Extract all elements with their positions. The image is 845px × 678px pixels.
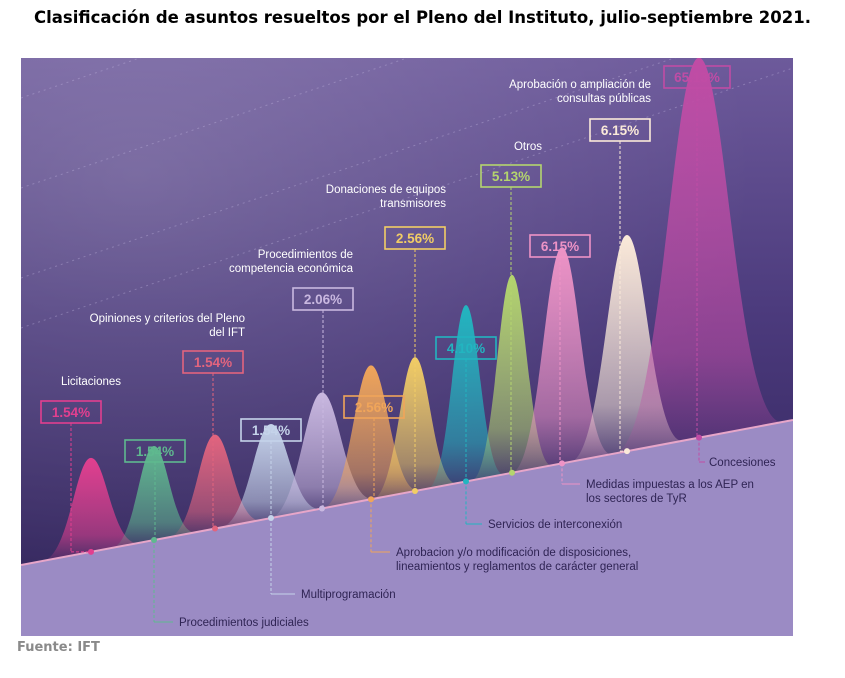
baseline-dot-5 bbox=[319, 505, 325, 512]
peak-2 bbox=[112, 446, 196, 548]
category-label-6: Aprobacion y/o modificación de disposici… bbox=[396, 547, 638, 573]
category-label-4: Multiprogramación bbox=[301, 589, 396, 601]
source-note: Fuente: IFT bbox=[17, 640, 100, 655]
value-label-6: 2.56% bbox=[355, 400, 393, 415]
baseline-dot-11 bbox=[624, 448, 630, 455]
category-label-9: Otros bbox=[514, 141, 542, 153]
annotation-12: 65.13% bbox=[663, 65, 731, 441]
annotation-11: 6.15% Aprobación o ampliación de consultas… bbox=[509, 79, 651, 455]
value-label-5: 2.06% bbox=[304, 292, 342, 307]
value-label-8: 4.10% bbox=[447, 341, 485, 356]
baseline-dot-3 bbox=[212, 525, 218, 532]
category-label-3: Opiniones y criterios del Pleno del IFT bbox=[90, 313, 245, 339]
chart-baseline bbox=[21, 419, 793, 566]
decorative-dotted-lines bbox=[21, 58, 793, 329]
peak-1 bbox=[43, 457, 139, 561]
category-label-5: Procedimientos de competencia económica bbox=[229, 249, 354, 275]
value-label-7: 2.56% bbox=[396, 231, 434, 246]
category-label-11: Aprobación o ampliación de consultas públ… bbox=[509, 79, 651, 105]
category-label-10: Medidas impuestas a los AEP en los sector… bbox=[586, 479, 754, 505]
chart-ground bbox=[21, 420, 793, 636]
value-label-1: 1.54% bbox=[52, 405, 90, 420]
value-label-4: 1.54% bbox=[252, 423, 290, 438]
value-label-3: 1.54% bbox=[194, 355, 232, 370]
baseline-dot-7 bbox=[412, 487, 418, 494]
peak-10 bbox=[512, 247, 612, 473]
category-label-2: Procedimientos judiciales bbox=[179, 617, 309, 629]
value-label-2: 1.54% bbox=[136, 444, 174, 459]
annotation-2: 1.54% Procedimientos judiciales bbox=[124, 439, 309, 629]
baseline-dot-1 bbox=[88, 548, 94, 555]
annotation-3: 1.54% Opiniones y criterios del Pleno del … bbox=[90, 313, 245, 532]
baseline-dot-2 bbox=[151, 537, 157, 544]
category-label-8: Servicios de interconexión bbox=[488, 519, 622, 531]
annotation-4: 1.54% Multiprogramación bbox=[240, 418, 396, 601]
peak-12 bbox=[615, 58, 783, 454]
annotations-layer: 1.54% Licitaciones 1.54% Procedimientos jud… bbox=[40, 65, 776, 629]
chart-canvas: 1.54% Licitaciones 1.54% Procedimientos jud… bbox=[21, 58, 793, 636]
baseline-dot-9 bbox=[509, 469, 515, 476]
annotation-10: 6.15% Medidas impuestas a los AEP en los s… bbox=[529, 234, 754, 505]
peak-7 bbox=[373, 357, 457, 499]
chart-title: Clasificación de asuntos resueltos por e… bbox=[34, 8, 811, 27]
value-label-11: 6.15% bbox=[601, 123, 639, 138]
annotation-9: 5.13% Otros bbox=[480, 141, 542, 476]
annotation-6: 2.56% Aprobacion y/o modificación de disp… bbox=[343, 395, 638, 573]
value-label-12: 65.13% bbox=[674, 70, 720, 85]
annotation-1: 1.54% Licitaciones bbox=[40, 376, 121, 555]
value-label-10: 6.15% bbox=[541, 239, 579, 254]
annotation-7: 2.56% Donaciones de equipos transmisores bbox=[326, 184, 446, 494]
category-label-1: Licitaciones bbox=[61, 376, 121, 388]
annotation-5: 2.06% Procedimientos de competencia económ… bbox=[229, 249, 354, 512]
value-label-9: 5.13% bbox=[492, 169, 530, 184]
annotation-8: 4.10% Servicios de interconexión bbox=[435, 336, 622, 531]
category-label-7: Donaciones de equipos transmisores bbox=[326, 184, 446, 210]
category-label-concesiones: Concesiones bbox=[709, 457, 776, 469]
